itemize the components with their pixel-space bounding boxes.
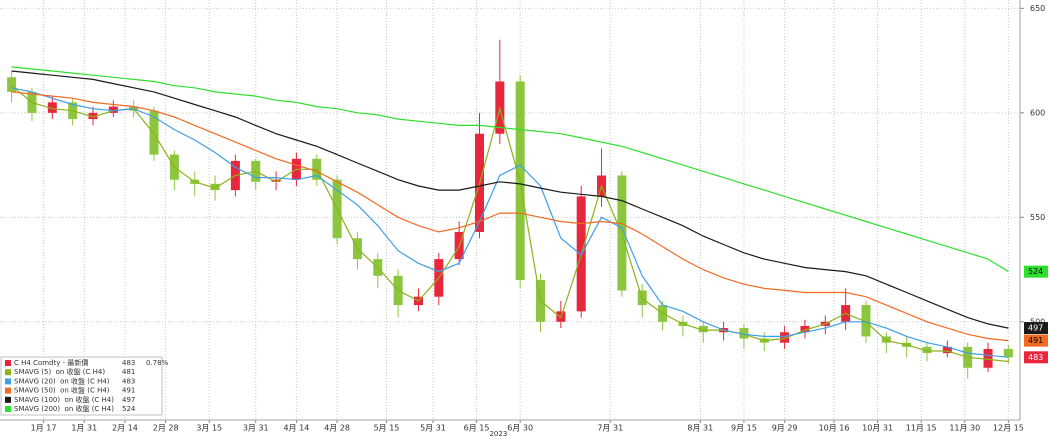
price-tag-label: 524 (1028, 267, 1043, 276)
x-tick-label: 5月 15 (374, 424, 400, 433)
x-tick-label: 5月 31 (420, 424, 446, 433)
candle-body (983, 348, 993, 368)
plot (7, 39, 1013, 379)
x-tick-label: 3月 15 (196, 424, 222, 433)
legend-label: SMAVG (50) on 收盤 (C H4) (14, 386, 110, 395)
legend-swatch (5, 396, 11, 403)
candle-body (800, 325, 810, 333)
x-tick-label: 4月 14 (284, 424, 310, 433)
legend-swatch (5, 378, 11, 385)
candle-body (7, 77, 17, 92)
candle-body (739, 328, 749, 339)
legend-swatch (5, 387, 11, 394)
x-tick-label: 2月 28 (153, 424, 179, 433)
x-axis-label: 2023 (489, 430, 507, 436)
x-tick-label: 9月 15 (731, 424, 757, 433)
legend-swatch (5, 360, 11, 366)
legend-change: 0.78% (146, 359, 169, 367)
x-tick-label: 1月 31 (71, 424, 97, 433)
candle-body (271, 179, 281, 182)
x-tick-label: 1月 17 (31, 424, 57, 433)
x-tick-label: 11月 30 (949, 424, 980, 433)
x-tick-label: 10月 16 (819, 424, 850, 433)
price-tag-label: 483 (1028, 353, 1043, 362)
legend-swatch (5, 369, 11, 376)
candle-body (1003, 348, 1013, 358)
x-tick-label: 6月 15 (464, 424, 490, 433)
candle-body (780, 332, 790, 343)
legend-value: 524 (122, 405, 136, 413)
candle-body (47, 102, 57, 113)
legend-value: 483 (122, 377, 135, 385)
candle-body (149, 110, 159, 155)
x-tick-label: 7月 31 (597, 424, 623, 433)
legend-value: 483 (122, 359, 135, 367)
candle-body (881, 336, 891, 343)
x-tick-label: 2月 14 (112, 424, 138, 433)
legend-swatch (5, 406, 11, 412)
candle-body (108, 106, 118, 113)
candle-body (942, 346, 952, 354)
price-tag (1024, 322, 1048, 335)
moving-average-line (11, 87, 1009, 358)
x-tick-label: 3月 31 (243, 424, 269, 433)
x-tick-label: 9月 29 (772, 424, 798, 433)
candle-body (698, 325, 708, 333)
candle-body (210, 183, 220, 191)
price-tag (1024, 265, 1048, 278)
legend-label: SMAVG (20) on 收盤 (C H4) (14, 376, 110, 385)
y-tick-label: 600 (1030, 108, 1045, 117)
price-tag-label: 491 (1028, 336, 1043, 345)
price-tag (1024, 351, 1048, 364)
candle-body (88, 112, 98, 120)
legend-box (0, 356, 163, 416)
x-tick-label: 4月 28 (324, 424, 350, 433)
y-tick-label: 650 (1030, 4, 1045, 13)
x-tick-label: 12月 15 (993, 424, 1024, 433)
legend-value: 497 (122, 396, 135, 404)
moving-average-line (11, 66, 1009, 273)
moving-average-line (11, 91, 1009, 342)
price-tag (1024, 334, 1048, 347)
price-tag-label: 497 (1028, 324, 1043, 333)
x-tick-label: 10月 31 (862, 424, 893, 433)
moving-average-line (11, 70, 1009, 329)
legend: C H4 Comdty - 最新價 483 0.78% SMAVG (5) on 收盤… (0, 356, 169, 416)
moving-average-line (11, 85, 1009, 363)
price-tags: 524 497 491 483 (1024, 265, 1048, 364)
x-tick-label: 8月 31 (687, 424, 713, 433)
candle-body (861, 305, 871, 337)
legend-label: SMAVG (5) on 收盤 (C H4) (14, 367, 105, 376)
legend-label: SMAVG (200) on 收盤 (C H4) (14, 404, 114, 413)
x-tick-label: 6月 30 (507, 424, 533, 433)
candle-body (922, 346, 932, 354)
legend-value: 481 (122, 368, 135, 376)
y-tick-label: 500 (1030, 317, 1045, 326)
x-tick-label: 11月 15 (906, 424, 937, 433)
y-tick-label: 550 (1030, 213, 1045, 222)
legend-value: 491 (122, 387, 135, 395)
legend-label: SMAVG (100) on 收盤 (C H4) (14, 395, 114, 404)
legend-label: C H4 Comdty - 最新價 (14, 358, 88, 367)
